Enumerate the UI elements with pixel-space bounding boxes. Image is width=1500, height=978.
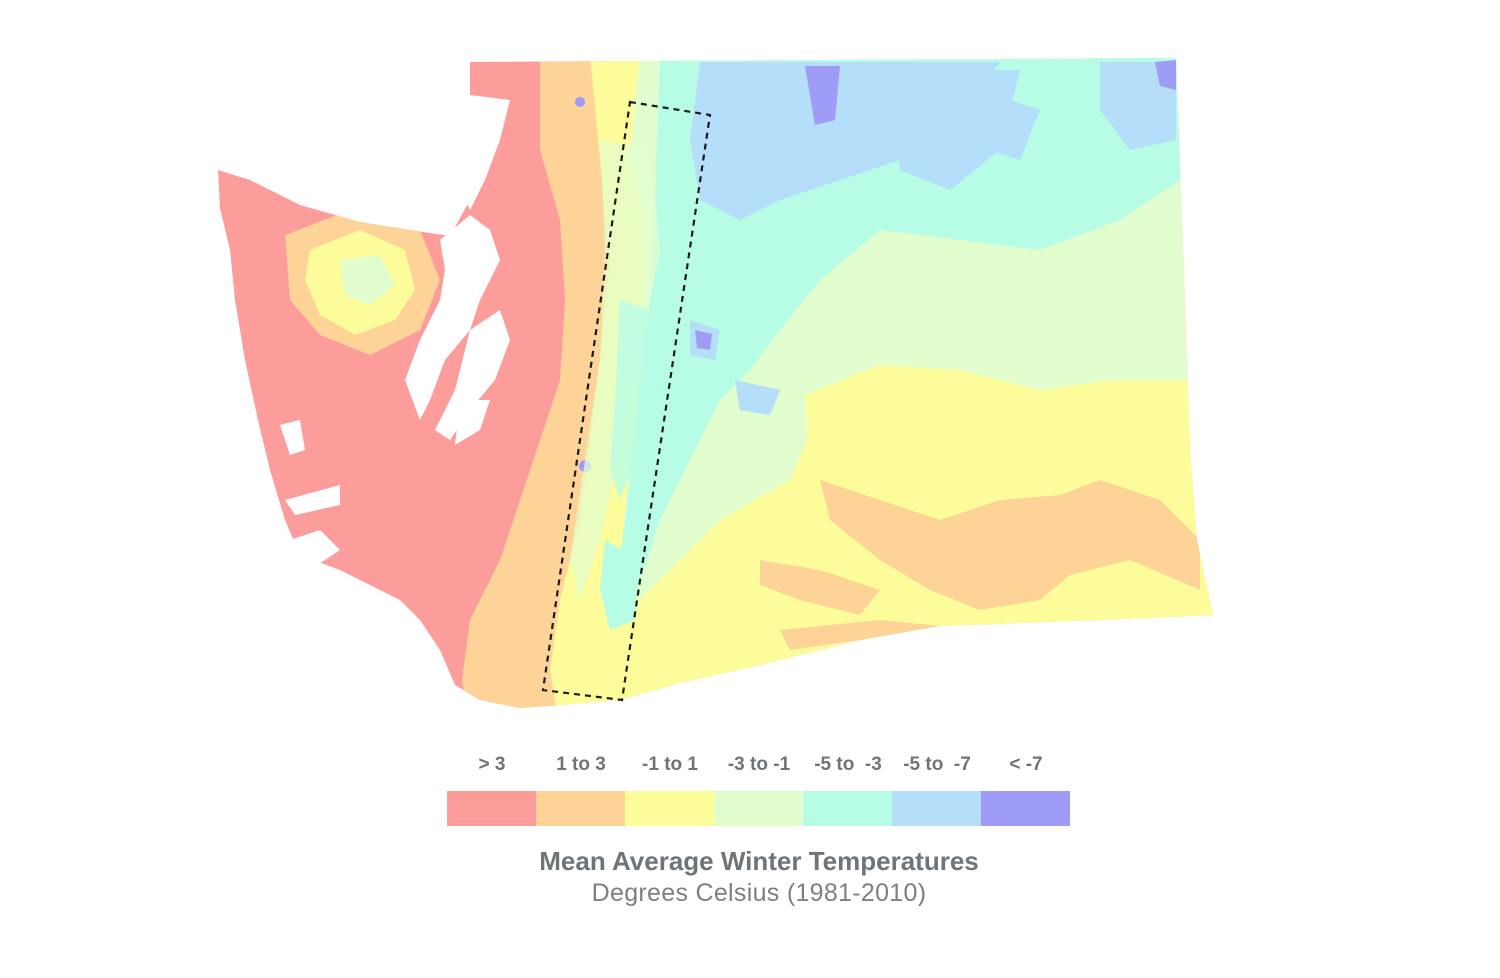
legend-swatch — [714, 791, 803, 826]
legend-labels: > 3 1 to 3 -1 to 1 -3 to -1 -5 to -3 -5 … — [447, 750, 1073, 780]
legend-label-m5tom7: -5 to -7 — [903, 754, 971, 775]
legend-label-m3tom1: -3 to -1 — [727, 754, 791, 775]
legend-swatch — [803, 791, 892, 826]
map-subtitle: Degrees Celsius (1981-2010) — [591, 879, 927, 907]
caption: Mean Average Winter Temperatures Degrees… — [0, 844, 1500, 908]
legend-label-1to3: 1 to 3 — [556, 754, 606, 775]
legend-swatches — [447, 791, 1070, 826]
legend-swatch — [892, 791, 981, 826]
temp-zone-lt-m7 — [805, 66, 840, 125]
legend: > 3 1 to 3 -1 to 1 -3 to -1 -5 to -3 -5 … — [447, 750, 1073, 826]
legend-swatch — [536, 791, 625, 826]
legend-label-gt3: > 3 — [478, 754, 506, 775]
temp-zone-basin-warm — [820, 480, 1200, 610]
temperature-map — [218, 58, 1213, 708]
legend-swatch — [981, 791, 1070, 826]
legend-swatch — [625, 791, 714, 826]
cascade-highlight-box — [541, 100, 712, 702]
state-outline — [218, 58, 1213, 708]
legend-swatch — [447, 791, 536, 826]
legend-label-m1to1: -1 to 1 — [642, 754, 698, 775]
map-title: Mean Average Winter Temperatures — [539, 846, 979, 876]
legend-label-m5tom3: -5 to -3 — [814, 754, 882, 775]
legend-label-lt-m7: < -7 — [1009, 754, 1043, 775]
puget-sound — [280, 95, 510, 570]
